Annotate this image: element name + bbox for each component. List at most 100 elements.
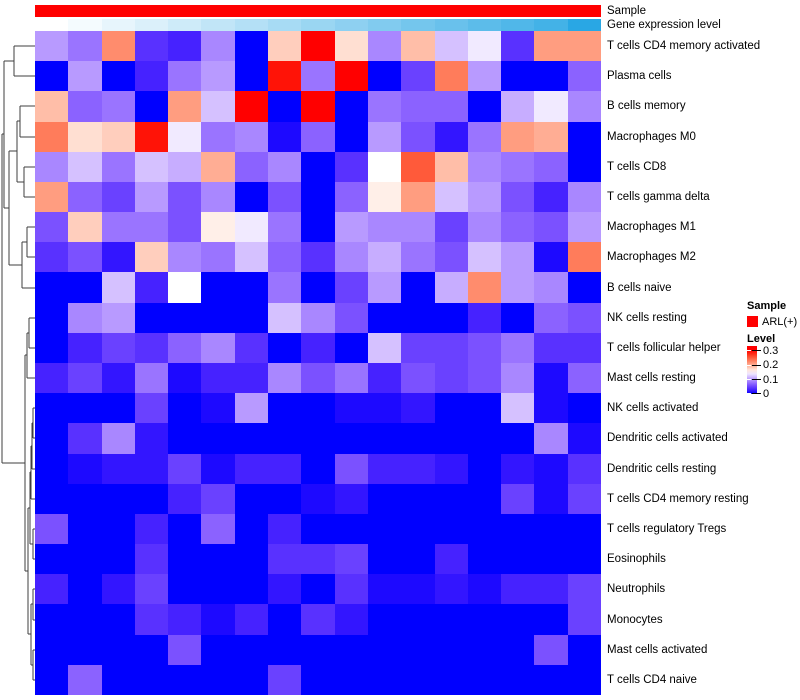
heatmap-cell — [434, 31, 468, 62]
heatmap-cell — [35, 604, 69, 635]
heatmap-cell — [268, 91, 302, 122]
heatmap-grid — [35, 31, 601, 695]
heatmap-cell — [401, 61, 435, 92]
gene-level-cell — [334, 19, 368, 31]
heatmap-cell — [201, 302, 235, 333]
heatmap-cell — [134, 61, 169, 92]
heatmap-cell — [201, 513, 235, 545]
heatmap-cell — [101, 393, 135, 424]
level-tick-notch — [747, 364, 751, 366]
heatmap-cell — [101, 91, 135, 122]
heatmap-cell — [68, 242, 102, 273]
heatmap-cell — [367, 121, 402, 152]
heatmap-cell — [101, 151, 135, 182]
heatmap-cell — [268, 272, 302, 303]
heatmap-cell — [134, 151, 169, 182]
heatmap-cell — [301, 634, 335, 665]
heatmap-cell — [401, 513, 435, 545]
heatmap-cell — [134, 181, 169, 213]
heatmap-cell — [367, 664, 402, 695]
gene-level-cell — [301, 19, 335, 31]
heatmap-cell — [367, 393, 402, 424]
heatmap-cell — [501, 453, 535, 484]
heatmap-cell — [367, 332, 402, 363]
level-colorbar — [747, 346, 757, 394]
heatmap-cell — [101, 272, 135, 303]
heatmap-cell — [467, 181, 502, 213]
heatmap-cell — [168, 574, 202, 605]
heatmap-cell — [234, 151, 269, 182]
heatmap-cell — [134, 513, 169, 545]
heatmap-cell — [68, 151, 102, 182]
heatmap-cell — [168, 31, 202, 62]
legend-level-title: Level — [747, 333, 776, 345]
heatmap-cell — [334, 453, 368, 484]
heatmap-cell — [567, 212, 601, 243]
heatmap-cell — [35, 513, 69, 545]
heatmap-cell — [234, 362, 269, 394]
heatmap-cell — [101, 453, 135, 484]
heatmap-cell — [35, 302, 69, 333]
heatmap-cell — [268, 453, 302, 484]
heatmap-cell — [301, 393, 335, 424]
heatmap-cell — [401, 393, 435, 424]
heatmap-cell — [501, 664, 535, 695]
heatmap-cell — [334, 483, 368, 514]
heatmap-cell — [35, 453, 69, 484]
heatmap-cell — [367, 544, 402, 575]
heatmap-cell — [134, 332, 169, 363]
heatmap-cell — [567, 91, 601, 122]
row-label: Eosinophils — [607, 553, 666, 566]
heatmap-cell — [401, 362, 435, 394]
heatmap-cell — [301, 453, 335, 484]
heatmap-cell — [301, 151, 335, 182]
heatmap-cell — [501, 121, 535, 152]
heatmap-cell — [434, 242, 468, 273]
heatmap-cell — [201, 31, 235, 62]
heatmap-cell — [134, 544, 169, 575]
row-label: Neutrophils — [607, 583, 666, 596]
sample-color-swatch-icon — [747, 316, 758, 327]
heatmap-cell — [501, 302, 535, 333]
heatmap-cell — [567, 453, 601, 484]
heatmap-cell — [35, 61, 69, 92]
heatmap-cell — [334, 513, 368, 545]
gene-expression-annotation-bar — [35, 19, 602, 31]
heatmap-cell — [268, 664, 302, 695]
heatmap-cell — [268, 634, 302, 665]
heatmap-cell — [35, 91, 69, 122]
row-label: Plasma cells — [607, 70, 672, 83]
heatmap-cell — [434, 91, 468, 122]
heatmap-cell — [134, 634, 169, 665]
heatmap-cell — [467, 91, 502, 122]
heatmap-cell — [234, 664, 269, 695]
heatmap-cell — [434, 362, 468, 394]
heatmap-cell — [268, 393, 302, 424]
heatmap-cell — [101, 634, 135, 665]
heatmap-cell — [268, 302, 302, 333]
heatmap-cell — [134, 362, 169, 394]
heatmap-cell — [434, 664, 468, 695]
legend-sample-title: Sample — [747, 300, 787, 312]
level-tick-mark — [752, 379, 761, 381]
heatmap-cell — [301, 242, 335, 273]
heatmap-cell — [134, 604, 169, 635]
sample-annotation-bar — [35, 5, 601, 17]
heatmap-cell — [101, 544, 135, 575]
heatmap-cell — [201, 242, 235, 273]
row-label: Monocytes — [607, 613, 663, 626]
heatmap-cell — [567, 513, 601, 545]
gene-level-cell — [567, 19, 602, 31]
heatmap-cell — [434, 513, 468, 545]
heatmap-cell — [534, 121, 568, 152]
row-label: Dendritic cells activated — [607, 432, 728, 445]
heatmap-cell — [168, 634, 202, 665]
level-tick-label: 0.2 — [763, 359, 779, 372]
heatmap-cell — [201, 634, 235, 665]
heatmap-cell — [434, 151, 468, 182]
heatmap-cell — [35, 483, 69, 514]
heatmap-cell — [268, 574, 302, 605]
heatmap-cell — [467, 332, 502, 363]
heatmap-cell — [268, 181, 302, 213]
heatmap-cell — [501, 151, 535, 182]
